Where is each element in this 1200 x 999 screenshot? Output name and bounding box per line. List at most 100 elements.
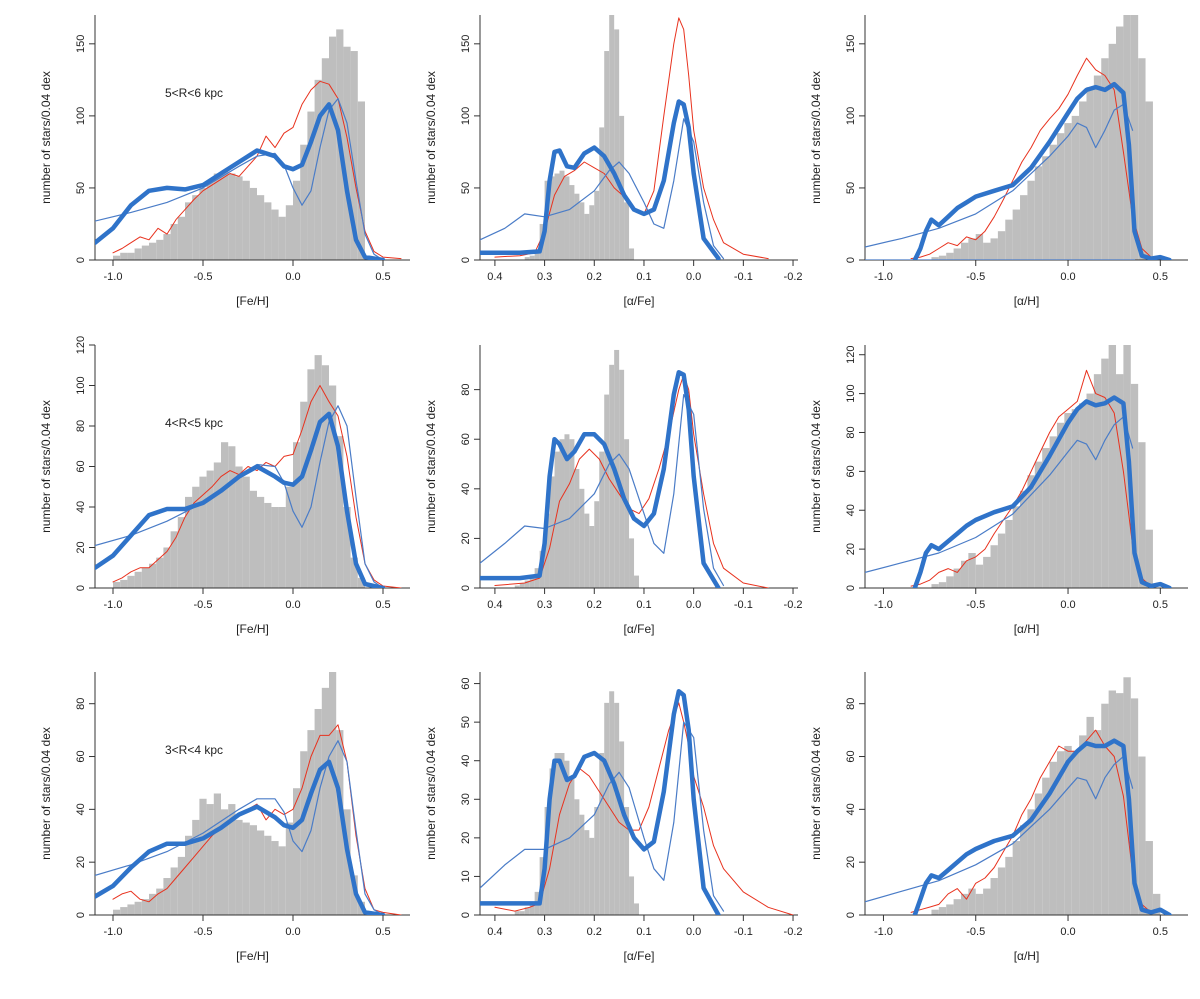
panel-feh-4-5: -1.0 -0.5 0.0 0.5 0 20 40 60 80 100 120 [Fe/H] numbe… — [39, 336, 410, 636]
y-tick-label: 80 — [845, 426, 857, 438]
thick-blue-curve — [480, 99, 721, 260]
x-tick-label: 0.5 — [1153, 271, 1168, 283]
histogram-bar — [257, 830, 265, 915]
x-axis-label: [α/Fe] — [624, 622, 655, 636]
x-tick-label: 0.0 — [686, 599, 701, 611]
histogram-bar — [278, 216, 286, 260]
histogram-bar — [1086, 393, 1094, 588]
histogram-bar — [257, 496, 265, 589]
histogram-bar — [1116, 374, 1124, 588]
x-tick-label: -0.2 — [784, 599, 803, 611]
histogram-bar — [594, 807, 600, 915]
histogram-bar — [127, 575, 135, 588]
y-tick-label: 0 — [845, 585, 857, 591]
histogram-bar — [946, 576, 954, 588]
thick-blue-curve — [95, 759, 386, 915]
y-tick-label: 150 — [75, 35, 87, 53]
histogram-bar — [1012, 506, 1021, 588]
histogram-bar — [242, 822, 250, 915]
histogram-bar — [529, 255, 535, 260]
histogram-bar — [1005, 856, 1013, 915]
thin-blue-curve — [480, 394, 725, 587]
y-tick-label: 40 — [845, 504, 857, 516]
x-tick-label: 0.5 — [1153, 926, 1168, 938]
histogram-bar — [192, 486, 200, 588]
histogram-bar — [1093, 374, 1102, 588]
histogram-bar — [257, 195, 265, 260]
y-tick-label: 50 — [845, 182, 857, 194]
histogram-bar — [314, 79, 322, 260]
histogram-bar — [938, 255, 947, 260]
histogram-bar — [127, 252, 135, 260]
x-tick-label: 0.0 — [285, 599, 300, 611]
radius-annotation: 5<R<6 kpc — [165, 86, 223, 100]
histogram-bar — [1042, 448, 1050, 588]
histogram-bar — [120, 252, 128, 260]
histogram-bar — [271, 209, 279, 260]
y-tick-label: 100 — [75, 107, 87, 125]
histogram-bar — [953, 899, 961, 915]
histogram-bar — [589, 526, 595, 588]
histogram-bar — [614, 349, 620, 588]
red-curve — [494, 374, 769, 588]
histogram-bar — [604, 702, 610, 915]
histogram-bar — [1049, 761, 1057, 915]
panel-ah-4-5: -1.0 -0.5 0.0 0.5 0 20 40 60 80 100 120 [α/H] number… — [809, 345, 1188, 636]
histogram-bar — [329, 36, 337, 261]
y-tick-label: 80 — [75, 420, 87, 432]
y-tick-label: 20 — [845, 856, 857, 868]
histogram-bar — [997, 867, 1006, 915]
histogram-bar — [931, 257, 939, 260]
y-axis-label: number of stars/0.04 dex — [424, 71, 438, 204]
x-tick-label: 0.1 — [636, 271, 651, 283]
histogram-bar — [336, 436, 344, 589]
panel-feh-5-6: -1.0 -0.5 0.0 0.5 0 50 100 150 [Fe/H] number of s… — [39, 15, 410, 308]
histogram-bar — [293, 788, 301, 915]
thin-blue-curve — [865, 416, 1134, 574]
histogram-bar — [185, 202, 193, 260]
histogram-bar — [1079, 101, 1087, 260]
histogram-bar — [1005, 519, 1013, 588]
histogram-bar — [1101, 703, 1109, 915]
histogram-bar — [156, 888, 164, 915]
x-tick-label: 0.4 — [487, 271, 502, 283]
histogram-bar — [278, 846, 286, 915]
x-tick-label: 0.5 — [375, 271, 390, 283]
x-tick-label: 0.1 — [636, 926, 651, 938]
thin-blue-curve — [95, 97, 384, 260]
histogram-bar — [199, 798, 207, 915]
histogram-bar — [574, 193, 580, 260]
histogram-bar — [329, 672, 337, 915]
y-tick-label: 0 — [75, 585, 87, 591]
histogram-bar — [235, 819, 243, 915]
histogram-bar — [514, 585, 520, 588]
histogram-bar — [953, 248, 961, 260]
histogram-bar — [113, 909, 121, 915]
histogram-bar — [1152, 893, 1161, 915]
y-axis-label: number of stars/0.04 dex — [39, 71, 53, 204]
histogram-bar — [1101, 358, 1109, 588]
histogram-bar — [141, 899, 149, 915]
histogram-bar — [285, 822, 293, 915]
red-curve — [494, 17, 769, 260]
y-axis-label: number of stars/0.04 dex — [424, 727, 438, 860]
histogram-bar — [170, 867, 178, 915]
y-tick-label: 60 — [75, 460, 87, 472]
histogram-bar — [307, 730, 315, 915]
x-axis-label: [Fe/H] — [236, 949, 269, 963]
histogram-bar — [321, 365, 329, 588]
y-tick-label: 80 — [460, 384, 472, 396]
y-tick-label: 50 — [75, 182, 87, 194]
histogram-bar — [579, 488, 585, 588]
x-tick-label: 0.2 — [587, 599, 602, 611]
histogram-bar — [968, 888, 976, 915]
panel-afe-4-5: 0.4 0.3 0.2 0.1 0.0 -0.1 -0.2 0 20 40 60 80 [α/Fe] nu… — [424, 345, 803, 636]
histogram-bar — [624, 202, 630, 260]
histogram-bar — [614, 29, 620, 260]
histogram-bar — [127, 904, 135, 915]
histogram-bar — [1049, 144, 1057, 260]
x-tick-label: -1.0 — [104, 926, 123, 938]
y-tick-label: 40 — [460, 483, 472, 495]
histogram-bar — [983, 242, 991, 260]
histogram-bar — [1012, 209, 1021, 260]
